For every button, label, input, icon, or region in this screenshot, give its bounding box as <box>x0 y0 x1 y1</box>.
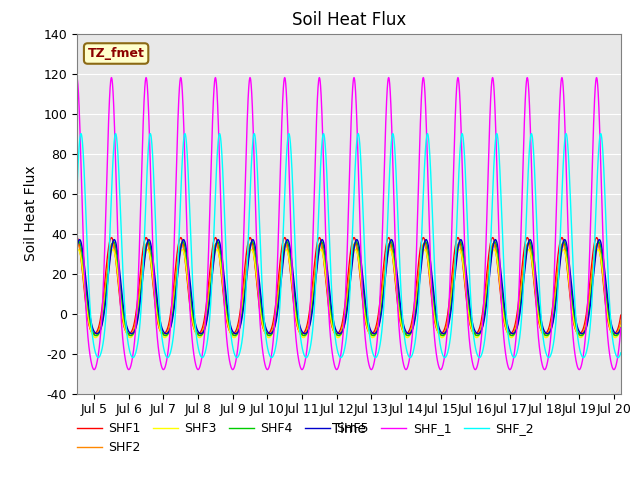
SHF3 <box>172 285 179 290</box>
SHF_1 <box>172 189 180 195</box>
SHF2 <box>212 241 220 247</box>
SHF3 <box>351 247 359 252</box>
Legend: SHF1, SHF2, SHF3, SHF4, SHF5, SHF_1, SHF_2: SHF1, SHF2, SHF3, SHF4, SHF5, SHF_1, SHF… <box>72 417 539 459</box>
Line: SHF_2: SHF_2 <box>77 133 621 358</box>
SHF_1 <box>399 360 407 365</box>
SHF2 <box>73 241 81 247</box>
SHF_1 <box>520 125 528 131</box>
SHF2 <box>281 241 289 247</box>
SHF5 <box>543 331 551 336</box>
SHF2 <box>172 275 179 280</box>
SHF5 <box>427 260 435 265</box>
SHF3 <box>399 329 407 335</box>
SHF_2 <box>520 266 528 272</box>
SHF_1 <box>281 75 289 81</box>
SHF4 <box>172 287 179 293</box>
SHF4 <box>617 324 625 330</box>
Line: SHF1: SHF1 <box>77 238 621 334</box>
X-axis label: Time: Time <box>332 422 366 436</box>
SHF3 <box>427 280 435 286</box>
SHF5 <box>479 324 486 329</box>
SHF_2 <box>281 187 289 193</box>
Line: SHF2: SHF2 <box>77 244 621 336</box>
SHF3 <box>281 249 289 255</box>
Line: SHF5: SHF5 <box>77 240 621 334</box>
SHF_2 <box>617 350 625 356</box>
SHF5 <box>617 325 625 331</box>
SHF_2 <box>147 131 154 136</box>
SHF5 <box>73 246 81 252</box>
SHF1 <box>281 235 289 240</box>
SHF4 <box>491 239 499 244</box>
SHF4 <box>427 267 435 273</box>
SHF_2 <box>172 306 180 312</box>
SHF1 <box>427 287 435 293</box>
SHF5 <box>172 292 179 298</box>
SHF_2 <box>479 347 487 353</box>
SHF1 <box>617 312 625 318</box>
SHF4 <box>73 244 81 250</box>
SHF2 <box>520 255 528 261</box>
SHF1 <box>159 331 167 336</box>
SHF3 <box>520 265 528 271</box>
SHF_2 <box>233 355 241 360</box>
SHF5 <box>399 320 407 325</box>
SHF3 <box>73 249 81 254</box>
SHF3 <box>617 324 625 329</box>
SHF1 <box>399 328 407 334</box>
SHF2 <box>299 333 307 338</box>
SHF2 <box>427 284 435 290</box>
Line: SHF3: SHF3 <box>77 250 621 337</box>
SHF5 <box>520 272 528 278</box>
SHF5 <box>281 246 289 252</box>
SHF2 <box>399 329 407 335</box>
SHF1 <box>520 246 528 252</box>
Line: SHF4: SHF4 <box>77 241 621 336</box>
SHF_1 <box>617 325 625 331</box>
SHF2 <box>479 314 487 320</box>
SHF_1 <box>427 264 435 270</box>
Text: TZ_fmet: TZ_fmet <box>88 47 145 60</box>
Y-axis label: Soil Heat Flux: Soil Heat Flux <box>24 166 38 262</box>
Title: Soil Heat Flux: Soil Heat Flux <box>292 11 406 29</box>
SHF_1 <box>73 75 81 81</box>
SHF3 <box>479 320 487 325</box>
SHF1 <box>172 263 180 269</box>
SHF4 <box>577 333 585 338</box>
SHF4 <box>399 324 407 330</box>
SHF1 <box>73 235 81 240</box>
SHF4 <box>281 244 289 250</box>
SHF_2 <box>427 172 435 178</box>
SHF_2 <box>73 192 81 197</box>
SHF2 <box>617 318 625 324</box>
SHF_1 <box>479 316 486 322</box>
SHF_1 <box>159 367 167 372</box>
SHF_2 <box>399 323 407 328</box>
SHF4 <box>479 323 486 328</box>
SHF4 <box>520 267 528 273</box>
Line: SHF_1: SHF_1 <box>77 78 621 370</box>
SHF3 <box>438 335 446 340</box>
SHF5 <box>457 237 465 242</box>
SHF1 <box>479 308 486 314</box>
